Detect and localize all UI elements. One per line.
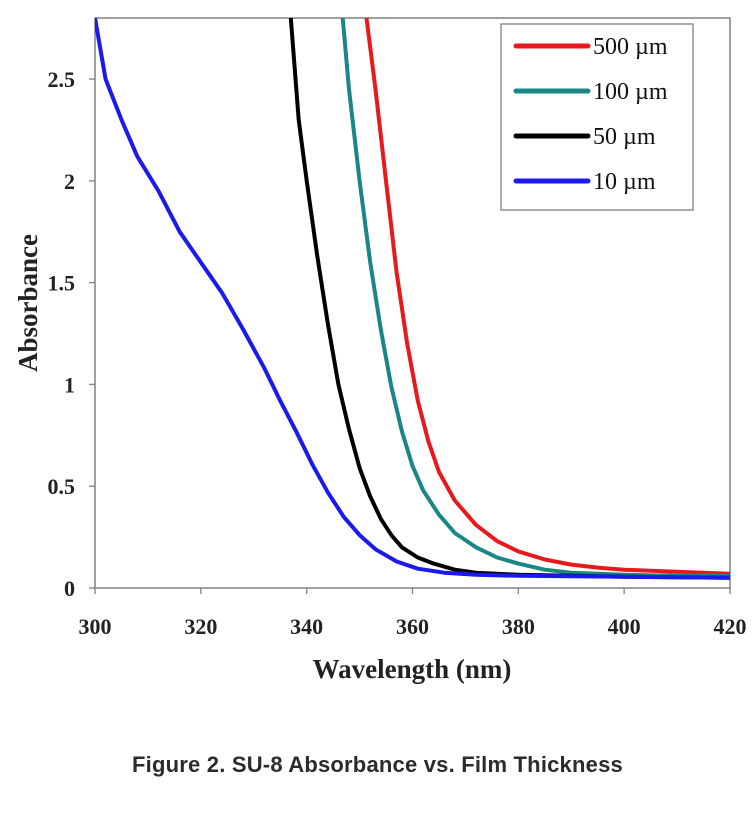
x-tick-label: 300 [79, 614, 112, 639]
absorbance-chart: 300 320 340 360 380 400 420 0 0.5 1 1.5 2 2.5 Wavele… [13, 17, 747, 684]
x-tick-label: 320 [184, 614, 217, 639]
legend-label: 50 µm [593, 124, 656, 150]
legend-label: 100 µm [593, 79, 668, 105]
x-axis-title: Wavelength (nm) [313, 654, 512, 684]
x-tick-label: 400 [608, 614, 641, 639]
y-tick-label: 0.5 [48, 474, 76, 499]
legend-label: 500 µm [593, 34, 668, 60]
series-line [364, 18, 730, 576]
y-tick-label: 1.5 [48, 271, 76, 296]
x-tick-label: 340 [290, 614, 323, 639]
legend-box [500, 23, 694, 211]
x-tick-label: 420 [714, 614, 747, 639]
series-line [95, 18, 730, 580]
y-tick-label: 1 [64, 372, 75, 397]
y-tick-label: 2 [64, 169, 75, 194]
x-tick-label: 360 [396, 614, 429, 639]
x-tick-label: 380 [502, 614, 535, 639]
figure-caption: Figure 2. SU-8 Absorbance vs. Film Thick… [132, 752, 623, 777]
legend: 500 µm 100 µm 50 µm 10 µm [500, 23, 694, 211]
legend-label: 10 µm [593, 169, 656, 195]
y-axis-title: Absorbance [13, 234, 43, 372]
y-tick-label: 0 [64, 576, 75, 601]
y-tick-label: 2.5 [48, 67, 76, 92]
series-line [340, 18, 730, 578]
